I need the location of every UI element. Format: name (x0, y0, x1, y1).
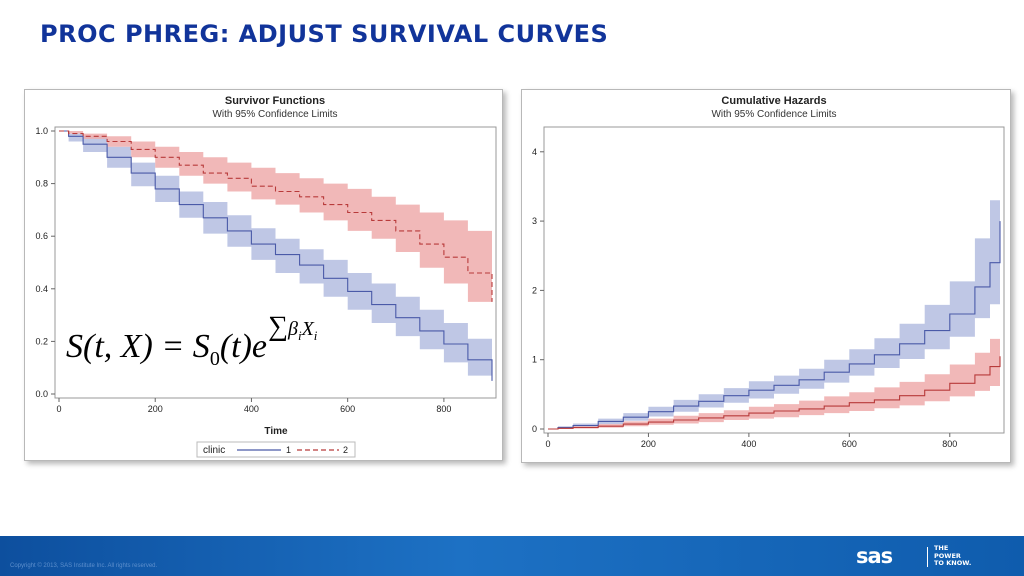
tagline-line: TO KNOW. (934, 559, 972, 567)
x-tick-label: 800 (942, 439, 957, 449)
confidence-band (59, 131, 492, 389)
confidence-band (59, 131, 492, 331)
tagline-line: POWER (934, 551, 961, 560)
x-tick-label: 400 (244, 404, 259, 414)
y-tick-label: 3 (532, 216, 537, 226)
sas-logo: sas THE POWER TO KNOW. (852, 544, 1002, 570)
survivor-chart-panel: Survivor Functions With 95% Confidence L… (24, 89, 503, 461)
chart-title: Survivor Functions (225, 95, 325, 107)
y-tick-label: 0.6 (35, 231, 48, 241)
x-tick-label: 200 (148, 404, 163, 414)
x-tick-label: 0 (545, 439, 550, 449)
hazard-chart-panel: Cumulative Hazards With 95% Confidence L… (521, 89, 1011, 463)
survival-formula: S(t, X) = S0(t)e∑βiXi (66, 313, 317, 370)
slide-title: PROC PHREG: ADJUST SURVIVAL CURVES (40, 20, 609, 48)
x-axis-label: Time (264, 426, 288, 437)
hazard-chart: Cumulative Hazards With 95% Confidence L… (532, 95, 1005, 449)
copyright-text: Copyright © 2013, SAS Institute Inc. All… (10, 563, 158, 569)
legend: clinic 1 2 (196, 441, 356, 458)
formula-x: X (301, 318, 314, 340)
series-line (548, 221, 1001, 430)
sas-tagline: THE POWER TO KNOW. (934, 544, 972, 568)
y-tick-label: 0.2 (35, 336, 48, 346)
series-line (59, 130, 493, 302)
series-line (548, 356, 1001, 430)
x-tick-label: 200 (641, 439, 656, 449)
legend-label-1: 1 (286, 445, 291, 455)
y-tick-label: 1 (532, 355, 537, 365)
sas-logo-text: sas (856, 544, 893, 568)
confidence-band (548, 120, 1000, 429)
legend-title: clinic (203, 445, 225, 456)
formula-lhs-sub: 0 (209, 348, 220, 370)
formula-beta-sub: i (297, 328, 302, 343)
x-tick-label: 600 (340, 404, 355, 414)
formula-lhs: S(t, X) = S (66, 328, 210, 365)
chart-subtitle: With 95% Confidence Limits (711, 109, 836, 120)
x-tick-label: 400 (741, 439, 756, 449)
formula-exponent: ∑βiXi (268, 313, 318, 343)
x-tick-label: 800 (436, 404, 451, 414)
x-tick-label: 600 (842, 439, 857, 449)
formula-beta: β (287, 318, 298, 340)
legend-label-2: 2 (343, 445, 348, 455)
y-tick-label: 4 (532, 147, 537, 157)
y-tick-label: 0.8 (35, 179, 48, 189)
y-tick-label: 2 (532, 285, 537, 295)
logo-divider (927, 547, 928, 567)
chart-title: Cumulative Hazards (721, 95, 826, 107)
formula-sigma: ∑ (268, 311, 288, 342)
formula-rhs: (t)e (219, 328, 267, 365)
formula-x-sub: i (313, 328, 318, 343)
survivor-chart: Survivor Functions With 95% Confidence L… (35, 95, 497, 458)
series-line (59, 130, 493, 381)
y-tick-label: 0 (532, 424, 537, 434)
footer-bar: Copyright © 2013, SAS Institute Inc. All… (0, 536, 1024, 576)
y-tick-label: 0.0 (35, 389, 48, 399)
x-tick-label: 0 (56, 404, 61, 414)
tagline-line: THE (934, 544, 949, 552)
confidence-band (548, 321, 1000, 429)
y-tick-label: 0.4 (35, 284, 48, 294)
chart-subtitle: With 95% Confidence Limits (212, 109, 337, 120)
y-tick-label: 1.0 (35, 126, 48, 136)
